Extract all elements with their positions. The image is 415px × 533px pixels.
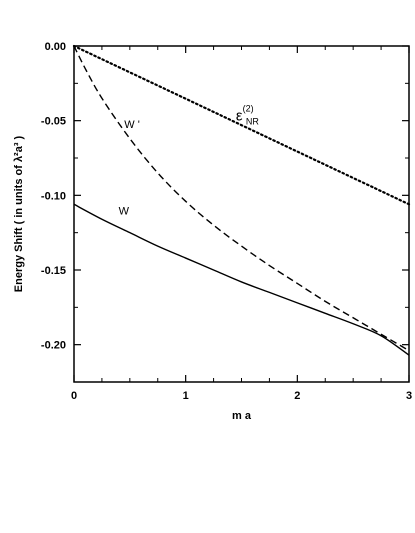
x-tick-label: 2	[294, 390, 300, 402]
x-tick-label: 1	[183, 390, 189, 402]
axis-ticks: 0 1 2 3 0.00 -0.05 -0.10 -0.15 -0.20	[41, 41, 412, 402]
y-tick-label: -0.10	[41, 190, 66, 202]
y-tick-label: -0.05	[41, 116, 66, 128]
curve-label-0: W	[119, 206, 130, 218]
y-tick-label: 0.00	[45, 41, 66, 53]
curve-label-superscript: (2)	[243, 104, 254, 114]
curve-labels: W W ' ε(2) NR	[119, 104, 260, 218]
series-line-1	[73, 45, 410, 352]
y-axis-title: Energy Shift ( in units of λ²a³ )	[13, 135, 25, 292]
curve-label-main: W '	[124, 119, 140, 131]
x-tick-label: 0	[71, 390, 77, 402]
curve-label-main: W	[119, 206, 130, 218]
plot-series	[72, 44, 411, 356]
y-tick-label: -0.15	[41, 265, 66, 277]
curve-label-main: ε	[236, 108, 243, 125]
x-tick-label: 3	[406, 390, 412, 402]
x-axis-title: m a	[232, 410, 252, 422]
curve-label-subscript: NR	[246, 117, 259, 127]
y-tick-label: -0.20	[41, 340, 66, 352]
curve-label-2: ε(2) NR	[236, 104, 259, 127]
series-line-2	[72, 44, 411, 206]
series-line-0	[73, 203, 410, 356]
curve-label-1: W '	[124, 119, 140, 131]
